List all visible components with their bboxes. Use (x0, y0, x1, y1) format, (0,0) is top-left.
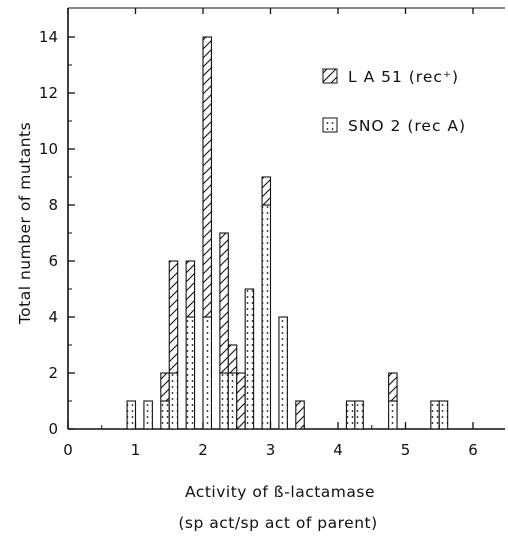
bar-sno2 (219, 372, 229, 430)
bar-la51 (261, 176, 272, 206)
legend-swatch-hatch (322, 68, 338, 84)
y-ticks-layer: 0 2 4 6 8 10 12 14 (39, 28, 75, 438)
bar-sno2 (227, 372, 238, 430)
y-tick-label: 6 (48, 252, 58, 270)
legend-swatch-dots (322, 117, 338, 133)
bar-sno2 (388, 400, 398, 430)
x-tick-label: 2 (198, 441, 208, 459)
y-tick-label: 4 (48, 308, 58, 326)
bar-sno2 (160, 400, 170, 430)
y-tick-label: 2 (48, 364, 58, 382)
bar-la51 (219, 232, 229, 374)
bar-sno2 (430, 400, 440, 430)
bars-layer (126, 36, 449, 430)
y-tick-label: 10 (39, 140, 58, 158)
x-tick-label: 0 (63, 441, 73, 459)
bar-sno2 (244, 288, 255, 430)
legend-label-la51: L A 51 (rec⁺) (348, 68, 459, 86)
x-tick-label: 3 (266, 441, 276, 459)
x-axis-label: Activity of ß-lactamase (185, 483, 375, 501)
bar-sno2 (278, 316, 288, 430)
bar-sno2 (143, 400, 153, 430)
bar-la51 (236, 372, 246, 430)
bar-la51 (388, 372, 398, 402)
bar-sno2 (202, 316, 212, 430)
bar-sno2 (354, 400, 364, 430)
bar-sno2 (261, 204, 272, 430)
legend: L A 51 (rec⁺) SNO 2 (rec A) (322, 68, 466, 135)
bar-sno2 (438, 400, 449, 430)
bar-sno2 (345, 400, 356, 430)
y-tick-label: 14 (39, 28, 58, 46)
x-tick-label: 4 (333, 441, 343, 459)
x-tick-label: 6 (468, 441, 478, 459)
bar-la51 (295, 400, 305, 430)
bar-la51 (168, 260, 179, 374)
bar-la51 (185, 260, 196, 318)
bar-sno2 (126, 400, 137, 430)
bar-la51 (160, 372, 170, 402)
bar-sno2 (168, 372, 179, 430)
x-ticks-layer: 0 1 2 3 4 5 6 (63, 8, 478, 459)
y-axis-label: Total number of mutants (16, 122, 34, 325)
y-tick-label: 8 (48, 196, 58, 214)
x-axis-label-line2: (sp act/sp act of parent) (178, 514, 377, 532)
bar-la51 (202, 36, 212, 318)
y-tick-label: 0 (48, 420, 58, 438)
bar-la51 (227, 344, 238, 374)
y-tick-label: 12 (39, 84, 58, 102)
x-tick-label: 5 (401, 441, 411, 459)
legend-label-sno2: SNO 2 (rec A) (348, 117, 466, 135)
bar-sno2 (185, 316, 196, 430)
x-tick-label: 1 (131, 441, 141, 459)
